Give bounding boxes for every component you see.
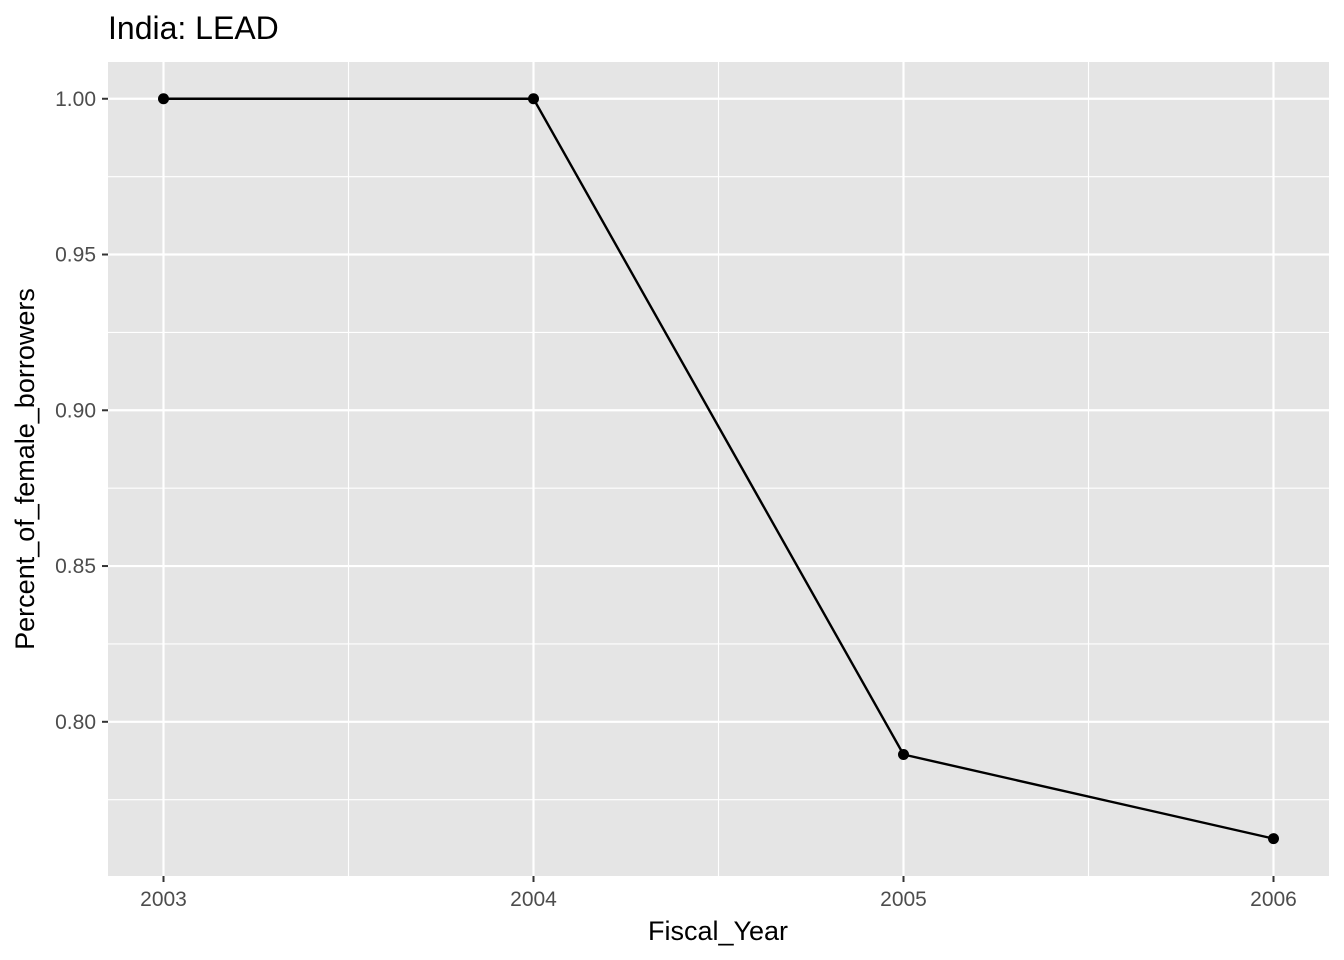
x-axis: 2003 2004 2005 2006	[140, 876, 1297, 911]
x-tick-label: 2004	[510, 888, 557, 911]
data-point	[528, 93, 539, 105]
data-points	[158, 93, 1279, 845]
data-point	[158, 93, 169, 105]
x-tick-label: 2003	[140, 888, 187, 911]
y-tick-label: 0.95	[55, 244, 96, 267]
y-axis-title: Percent_of_female_borrowers	[10, 288, 40, 650]
chart-title: India: LEAD	[108, 10, 279, 46]
minor-grid	[108, 62, 1329, 876]
x-tick-label: 2005	[880, 888, 927, 911]
x-axis-title: Fiscal_Year	[648, 916, 788, 946]
data-point	[1268, 833, 1279, 845]
y-tick-label: 1.00	[55, 88, 96, 111]
series-line	[163, 97, 1274, 840]
data-point	[898, 749, 909, 761]
y-tick-label: 0.80	[55, 711, 96, 734]
series-line-group	[163, 97, 1274, 840]
x-tick-label: 2006	[1250, 888, 1297, 911]
y-tick-label: 0.85	[55, 555, 96, 578]
y-tick-label: 0.90	[55, 399, 96, 422]
major-grid	[108, 62, 1329, 876]
y-axis: 0.80 0.85 0.90 0.95 1.00	[55, 88, 108, 734]
